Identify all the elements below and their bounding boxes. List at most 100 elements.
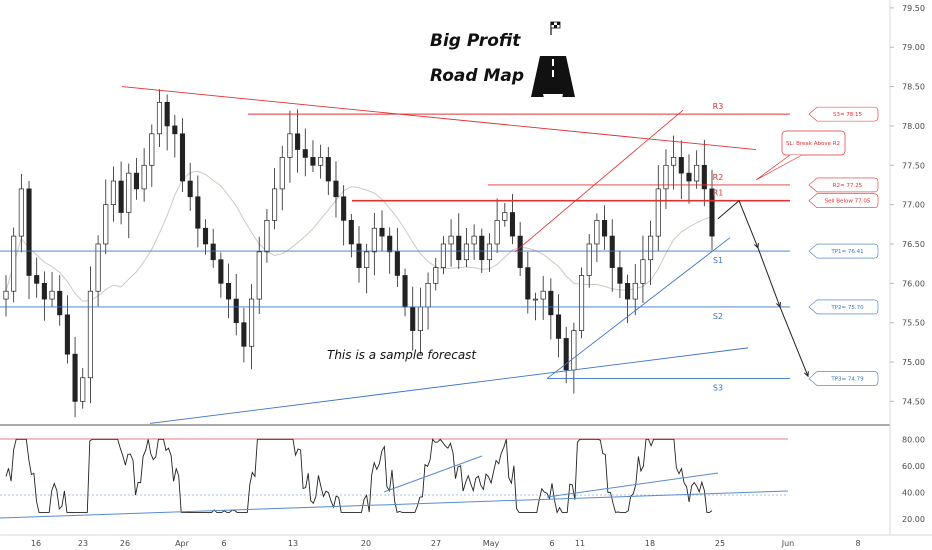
- candle-body: [310, 157, 316, 166]
- price-tick-label: 75.50: [902, 319, 925, 328]
- price-pane: R3 S3= 78.15 R2 R2= 77.25 R1 Sell Below 77.05…: [0, 21, 879, 424]
- candle-body: [333, 180, 339, 198]
- forecast-arrow-segment: [717, 200, 740, 220]
- candle-body: [640, 259, 646, 284]
- candle-body: [563, 338, 569, 371]
- candle-body: [625, 282, 631, 300]
- forecast-arrowhead: [776, 301, 781, 309]
- candle-body: [118, 180, 124, 213]
- candle-body: [694, 164, 700, 182]
- candle-body: [72, 353, 78, 402]
- candle-body: [571, 330, 577, 371]
- candle-body: [126, 172, 132, 213]
- checkered-flag-icon: [550, 21, 561, 35]
- resistance-label-r3: R3: [713, 102, 724, 111]
- candle-body: [502, 212, 508, 221]
- resistance-label-r2: R2: [713, 173, 724, 182]
- candle-body: [64, 314, 70, 355]
- candle-body: [463, 243, 469, 261]
- candle-body: [325, 157, 331, 182]
- callout-box: [808, 299, 879, 315]
- channel-trendline: [514, 109, 684, 253]
- candles-group: [3, 89, 715, 418]
- candle-body: [440, 243, 446, 268]
- callout-box: [781, 130, 846, 156]
- candle-body: [678, 157, 684, 174]
- candle-body: [195, 196, 201, 229]
- candle-body: [225, 282, 232, 300]
- candle-body: [295, 133, 301, 150]
- resistance-label-r1: R1: [713, 189, 724, 198]
- support-callout-s1: TP1= 76.41: [808, 243, 879, 259]
- candle-body: [586, 243, 592, 276]
- resistance-callout-r3: S3= 78.15: [808, 106, 879, 122]
- candle-body: [287, 133, 293, 158]
- candle-body: [249, 298, 255, 347]
- candle-body: [456, 235, 462, 261]
- candle-body: [302, 149, 308, 158]
- time-tick-label: 8: [855, 539, 860, 548]
- callout-text: S3= 78.15: [833, 112, 863, 118]
- time-tick-label: 25: [715, 539, 725, 548]
- candle-body: [379, 227, 385, 237]
- candle-body: [356, 243, 362, 268]
- candle-body: [164, 101, 170, 127]
- price-axis[interactable]: 79.50 79.00 78.50 78.00 77.50 77.00 76.50 76.00…: [889, 0, 925, 535]
- time-tick-label: 26: [120, 539, 130, 548]
- callout-box: [808, 371, 879, 386]
- candle-body: [11, 235, 17, 292]
- time-tick-label: 11: [575, 539, 585, 548]
- time-tick-label: 23: [78, 539, 88, 548]
- time-axis[interactable]: 16 23 26 Apr 6 13 20 27 May 6 11 18 25 Jun 8: [0, 534, 932, 548]
- oscillator-trendline-1: [383, 455, 483, 493]
- candle-body: [540, 290, 546, 300]
- callout-text: R2= 77.25: [833, 183, 863, 189]
- time-tick-label: 13: [288, 539, 298, 548]
- price-tick-label: 78.50: [902, 83, 925, 92]
- drawings-group: R3 S3= 78.15 R2 R2= 77.25 R1 Sell Below 77.05…: [0, 86, 879, 424]
- moving-average-path: [5, 170, 713, 302]
- candle-body: [103, 204, 109, 245]
- candle-body: [663, 164, 669, 190]
- candle-body: [517, 235, 523, 268]
- candle-body: [494, 220, 500, 245]
- price-tick-label: 77.50: [902, 161, 925, 170]
- candle-body: [202, 227, 209, 245]
- price-tick-label: 79.00: [902, 43, 925, 52]
- support-callout-s2: TP2= 75.70: [808, 299, 879, 315]
- chart-title-line-1: Big Profit: [430, 31, 521, 51]
- candle-body: [41, 282, 47, 300]
- candle-body: [279, 157, 285, 190]
- candle-body: [156, 101, 163, 135]
- candle-body: [433, 267, 439, 284]
- candle-body: [578, 275, 585, 331]
- candle-body: [632, 282, 638, 300]
- time-tick-label: Apr: [175, 539, 190, 548]
- candle-body: [80, 377, 86, 402]
- candle-body: [594, 220, 600, 245]
- candle-body: [387, 235, 393, 253]
- candle-body: [187, 180, 193, 198]
- support-label-s2: S2: [713, 312, 723, 321]
- candle-body: [57, 290, 63, 316]
- callout-text: TP2= 75.70: [830, 305, 864, 311]
- candle-body: [3, 290, 9, 300]
- stop-loss-callout: SL: Break Above R2: [755, 130, 846, 181]
- price-tick-label: 79.50: [902, 4, 925, 13]
- candle-body: [141, 164, 147, 190]
- candle-body: [110, 180, 116, 205]
- support-trendline-1: [546, 237, 731, 379]
- candle-body: [609, 235, 615, 268]
- callout-text: Sell Below 77.05: [825, 199, 871, 205]
- forecast-arrow-segment: [757, 247, 781, 308]
- oscillator-trendline-3: [0, 490, 789, 519]
- support-callout-s3: TP3= 74.79: [808, 371, 879, 386]
- candle-body: [686, 172, 692, 182]
- support-label-s1: S1: [713, 256, 723, 265]
- time-tick-label: 27: [431, 539, 441, 548]
- oscillator-tick-label: 80.00: [902, 435, 925, 444]
- candle-body: [532, 298, 539, 301]
- oscillator-trendline-2: [546, 472, 719, 498]
- oscillator-axis[interactable]: 80.00 60.00 40.00 20.00: [902, 435, 925, 524]
- moving-average-line: [5, 170, 713, 302]
